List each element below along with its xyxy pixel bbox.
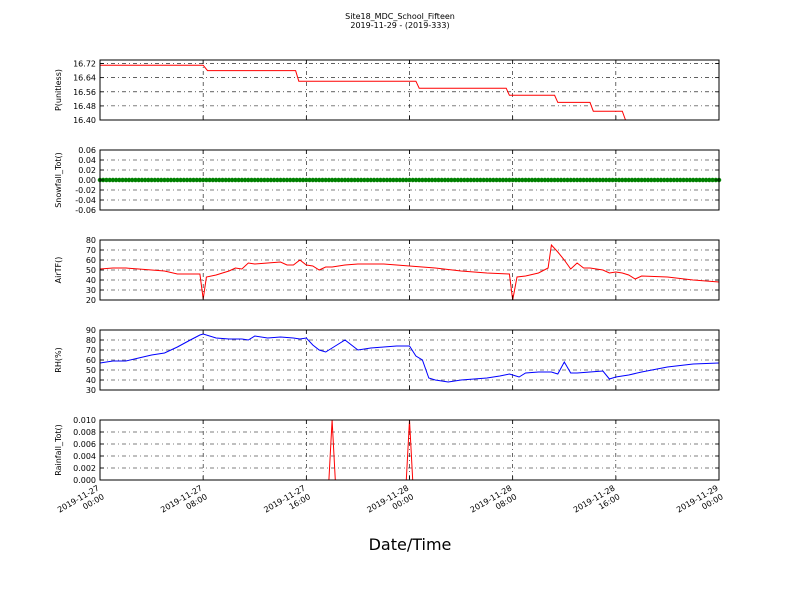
y-tick-label: 16.40 bbox=[73, 116, 96, 125]
y-tick-label: 40 bbox=[86, 376, 96, 385]
y-tick-label: -0.02 bbox=[75, 186, 96, 195]
y-axis-label: RH(%) bbox=[54, 347, 63, 372]
y-tick-label: 16.72 bbox=[73, 60, 96, 69]
y-tick-label: 80 bbox=[86, 236, 96, 245]
y-tick-label: 20 bbox=[86, 296, 96, 305]
y-tick-label: 60 bbox=[86, 256, 96, 265]
series-line bbox=[99, 333, 720, 383]
y-tick-label: 0.008 bbox=[73, 428, 96, 437]
x-axis-label: Date/Time bbox=[369, 535, 452, 554]
y-tick-label: 0.06 bbox=[78, 146, 96, 155]
chart-title: Site18_MDC_School_Fifteen bbox=[345, 12, 455, 21]
y-tick-label: 70 bbox=[86, 246, 96, 255]
chart-panels: 16.40 16.48 16.56 16.64 16.72 P(unitless) -0.0… bbox=[54, 59, 722, 485]
y-axis-label: Rainfall_Tot() bbox=[54, 424, 63, 476]
y-tick-label: -0.06 bbox=[75, 206, 96, 215]
y-tick-label: 0.002 bbox=[73, 464, 96, 473]
y-tick-label: 50 bbox=[86, 366, 96, 375]
y-tick-label: 40 bbox=[86, 276, 96, 285]
y-tick-label: 70 bbox=[86, 346, 96, 355]
y-axis-label: Snowfall_Tot() bbox=[54, 152, 63, 208]
series-line bbox=[100, 64, 719, 121]
y-tick-label: -0.04 bbox=[75, 196, 96, 205]
y-axis-label: P(unitless) bbox=[54, 69, 63, 111]
series-line bbox=[99, 243, 720, 301]
y-tick-label: 16.56 bbox=[73, 88, 96, 97]
panel-5: 0.000 0.002 0.004 0.006 0.008 0.010 Rainfall_T… bbox=[54, 416, 720, 485]
y-tick-label: 90 bbox=[86, 326, 96, 335]
y-tick-label: 0.010 bbox=[73, 416, 96, 425]
y-tick-label: 0.000 bbox=[73, 476, 96, 485]
y-tick-label: 0.00 bbox=[78, 176, 96, 185]
y-tick-label: 50 bbox=[86, 266, 96, 275]
y-tick-label: 0.02 bbox=[78, 166, 96, 175]
y-tick-label: 30 bbox=[86, 386, 96, 395]
y-tick-label: 60 bbox=[86, 356, 96, 365]
y-tick-label: 0.004 bbox=[73, 452, 96, 461]
chart-subtitle: 2019-11-29 - (2019-333) bbox=[350, 21, 449, 30]
y-tick-label: 16.64 bbox=[73, 74, 96, 83]
panel-1: 16.40 16.48 16.56 16.64 16.72 P(unitless) bbox=[54, 59, 720, 125]
y-tick-label: 0.04 bbox=[78, 156, 96, 165]
y-tick-label: 16.48 bbox=[73, 102, 96, 111]
y-axis-label: AirTF() bbox=[54, 257, 63, 284]
y-tick-label: 80 bbox=[86, 336, 96, 345]
y-tick-label: 0.006 bbox=[73, 440, 96, 449]
y-tick-label: 30 bbox=[86, 286, 96, 295]
panel-2: -0.06-0.04-0.020.000.020.040.06 Snowfall_… bbox=[54, 146, 722, 215]
